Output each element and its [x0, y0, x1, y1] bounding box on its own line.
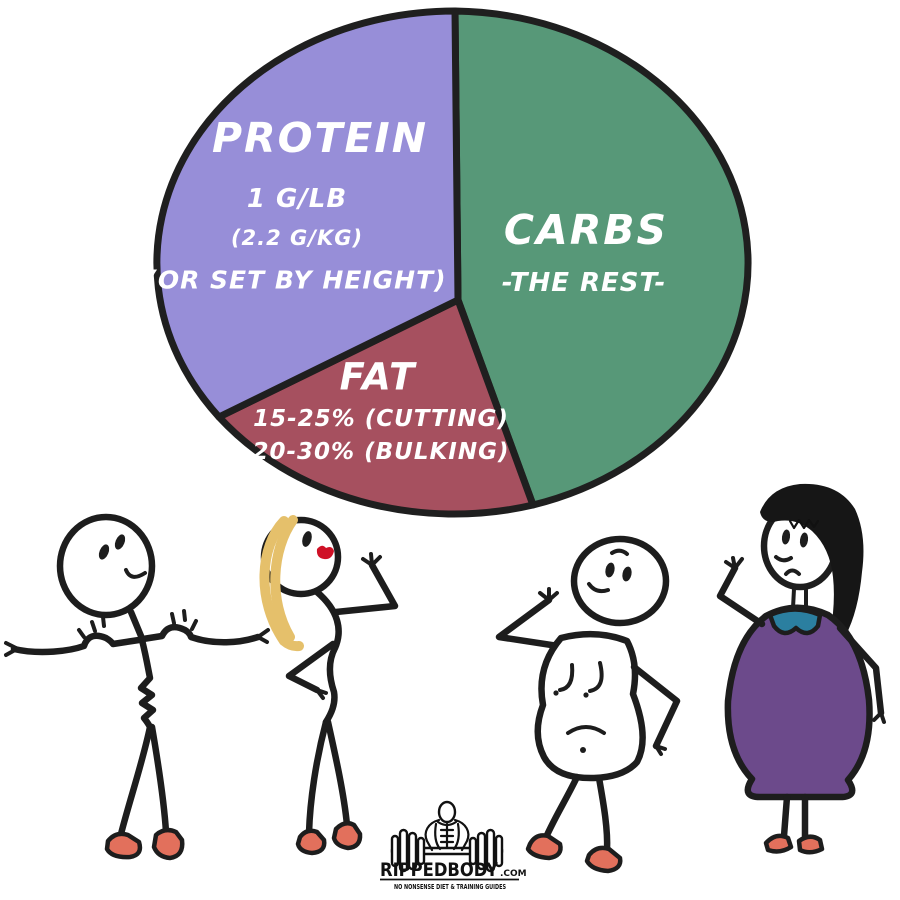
- skinny-man-torso: [137, 636, 157, 731]
- lifter-figure: [424, 800, 470, 852]
- pie-slice-protein: [153, 7, 462, 421]
- skinnyfat-man-shoe-left: [525, 833, 563, 861]
- overweight-woman-side-arm: [836, 624, 885, 717]
- lifter-torso: [434, 822, 460, 851]
- slim-woman-body: [313, 588, 342, 726]
- skinnyfat-man-chest-dot-left: [553, 690, 559, 696]
- overweight-woman-frown: [784, 568, 801, 576]
- barbell-plates-left: [390, 828, 426, 873]
- slim-woman-lips: [316, 545, 334, 560]
- slim-woman-hair-strand: [270, 515, 298, 642]
- overweight-woman-leg-left: [780, 793, 791, 840]
- slim-woman-eye: [302, 531, 312, 547]
- brand-wordmark: RIPPEDBODY: [380, 859, 498, 881]
- skinnyfat-man-eye-right: [622, 566, 632, 582]
- slim-woman-shoe-right: [331, 820, 363, 851]
- slim-woman-raised-arm: [332, 561, 399, 616]
- figure-overweight-woman: [716, 483, 886, 855]
- rippedbody-logo: RIPPEDBODY .COM NO NONSENSE DIET & TRAIN…: [380, 800, 527, 891]
- skinnyfat-man-back-arm: [630, 663, 681, 750]
- overweight-woman-dress: [724, 604, 873, 801]
- overweight-woman-shoe-left: [763, 833, 794, 854]
- overweight-woman-bangs: [788, 518, 820, 530]
- skinny-man-right-arm: [139, 623, 262, 646]
- skinnyfat-man-back-hand: [654, 744, 667, 756]
- overweight-woman-eye-right: [799, 532, 809, 548]
- lifter-head: [437, 800, 457, 824]
- carbs-label: CARBS: [504, 206, 668, 254]
- pie-slice-carbs: [451, 7, 752, 509]
- overweight-woman-raised-hand: [724, 556, 744, 570]
- barbell-plates-right: [468, 828, 504, 873]
- fat-label: FAT: [340, 356, 418, 399]
- skinnyfat-man-torso: [534, 630, 646, 782]
- overweight-woman-shoe-right: [796, 834, 825, 855]
- slim-woman-hip-arm: [285, 640, 337, 694]
- figure-skinny-man: [4, 513, 270, 861]
- skinny-man-sparkles-right: [170, 609, 198, 631]
- skinnyfat-man-scratch-hand: [538, 587, 559, 602]
- skinnyfat-man-head: [570, 535, 670, 627]
- skinny-man-shoe-left: [104, 831, 143, 860]
- protein-detail-2: (2.2 G/KG): [231, 226, 363, 250]
- skinnyfat-man-leg-right: [595, 774, 611, 854]
- lifter-abs: [439, 822, 455, 849]
- slim-woman-hair: [259, 516, 304, 652]
- fat-detail-2: 20-30% (BULKING): [252, 439, 509, 465]
- protein-detail-1: 1 G/LB: [247, 184, 347, 214]
- overweight-woman-side-hand: [872, 711, 886, 724]
- brand-tagline: NO NONSENSE DIET & TRAINING GUIDES: [394, 882, 506, 891]
- slim-woman-leg-left: [305, 718, 330, 837]
- skinnyfat-man-shoe-right: [584, 845, 623, 874]
- lifter-pecs: [436, 820, 458, 827]
- slim-woman-leg-right: [324, 718, 351, 829]
- skinny-man-right-hand: [256, 628, 270, 644]
- skinnyfat-man-scratch-arm: [495, 596, 562, 650]
- pie-chart: PROTEIN 1 G/LB (2.2 G/KG) (OR SET BY HEI…: [145, 7, 752, 518]
- skinny-man-eye-left: [98, 544, 110, 560]
- fat-detail-1: 15-25% (CUTTING): [253, 406, 509, 432]
- slim-woman-hip-hand: [315, 688, 328, 700]
- skinnyfat-man-navel: [580, 747, 586, 753]
- skinnyfat-man-chest-right: [588, 661, 604, 693]
- figure-slim-woman: [259, 515, 399, 856]
- skinny-man-leg-right: [148, 723, 170, 836]
- slim-woman-raised-hand: [361, 552, 382, 567]
- skinny-man-sparkles-left: [77, 615, 106, 639]
- protein-detail-3: (OR SET BY HEIGHT): [145, 266, 446, 295]
- overweight-woman-eye-left: [781, 529, 791, 545]
- protein-label: PROTEIN: [212, 114, 428, 162]
- skinny-man-left-arm: [10, 632, 143, 656]
- skinny-man-left-hand: [4, 641, 18, 657]
- skinnyfat-man-eye-left: [605, 562, 615, 578]
- overweight-woman-collar-bow: [767, 607, 823, 636]
- lifter-shoulders-arms: [424, 818, 470, 852]
- skinnyfat-man-leg-left: [540, 773, 581, 846]
- overweight-woman-nose: [774, 555, 793, 563]
- skinny-man-shoe-right: [151, 827, 185, 861]
- pie-slice-fat: [215, 296, 537, 518]
- slim-woman-shoe-left: [295, 828, 327, 856]
- skinnyfat-man-chest-left: [558, 663, 575, 692]
- skinnyfat-man-eyebrow: [610, 548, 629, 556]
- overweight-woman-raised-arm: [716, 564, 766, 628]
- skinnyfat-man-belly-frown: [566, 725, 606, 735]
- skinny-man-head: [56, 513, 156, 619]
- skinnyfat-man-mouth: [587, 582, 610, 594]
- skinny-man-eye-right: [114, 534, 126, 550]
- skinny-man-leg-left: [116, 723, 154, 842]
- brand-tld: .COM: [500, 869, 527, 879]
- carbs-detail-1: -THE REST-: [502, 268, 667, 298]
- overweight-woman-hair: [760, 483, 864, 646]
- skinny-man-smile: [124, 568, 147, 579]
- skinnyfat-man-chest-dot-right: [583, 692, 589, 698]
- skinny-man-neck: [127, 608, 145, 640]
- figure-skinny-fat-man: [495, 535, 681, 874]
